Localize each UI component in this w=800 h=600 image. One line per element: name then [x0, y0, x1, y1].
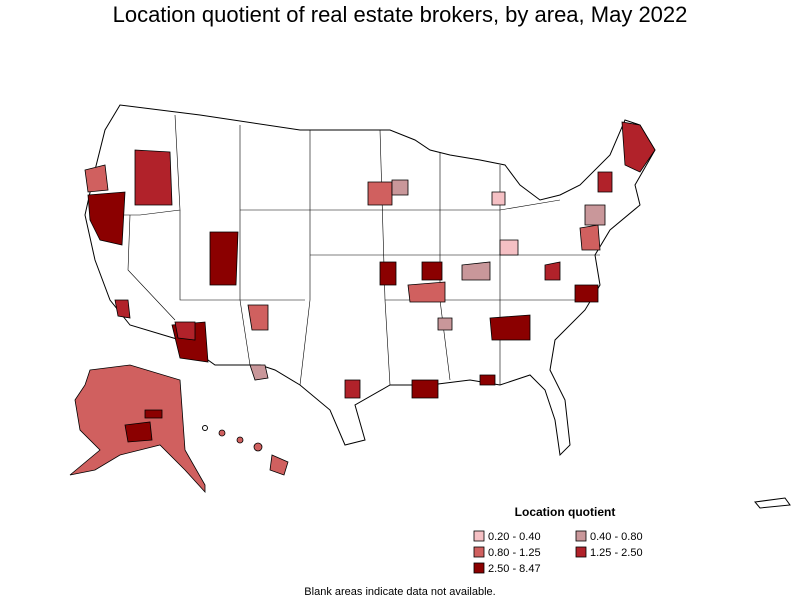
area: [579, 224, 601, 251]
border: [299, 130, 311, 386]
us-outline: [84, 104, 656, 457]
hawaii: [236, 436, 244, 444]
legend-swatch: [575, 530, 587, 542]
area: [621, 121, 656, 173]
area: [174, 321, 196, 341]
area: [84, 164, 109, 193]
hawaii: [202, 425, 208, 431]
footnote: Blank areas indicate data not available.: [304, 586, 495, 598]
border: [239, 125, 251, 366]
area: [247, 304, 269, 331]
legend-label: 0.80 - 1.25: [488, 547, 541, 559]
area: [479, 374, 496, 386]
area: [249, 364, 269, 381]
hawaii: [253, 442, 263, 452]
border: [127, 214, 176, 321]
area: [144, 409, 163, 419]
map-title: Location quotient of real estate brokers…: [113, 2, 688, 27]
area: [597, 171, 613, 193]
area: [87, 191, 126, 246]
legend-swatch: [473, 562, 485, 574]
area: [134, 149, 173, 206]
legend: Location quotient 0.20 - 0.40 0.40 - 0.80…: [473, 505, 643, 575]
area: [584, 204, 606, 226]
area: [124, 421, 153, 443]
legend-label: 0.20 - 0.40: [488, 531, 541, 543]
area: [391, 179, 409, 196]
legend-swatch: [473, 546, 485, 558]
area: [499, 239, 519, 256]
area: [437, 317, 453, 331]
legend-title: Location quotient: [515, 505, 616, 519]
area: [489, 314, 531, 341]
hawaii: [269, 454, 289, 476]
area: [344, 379, 361, 399]
area: [421, 261, 443, 281]
area: [209, 231, 239, 286]
border: [179, 210, 305, 301]
area: [367, 181, 393, 206]
area: [114, 299, 131, 319]
border: [240, 199, 561, 211]
area: [461, 261, 491, 281]
legend-swatch: [473, 530, 485, 542]
legend-swatch: [575, 546, 587, 558]
area: [411, 379, 439, 399]
area: [544, 261, 561, 281]
puerto-rico: [754, 497, 791, 509]
legend-label: 2.50 - 8.47: [488, 563, 541, 575]
area: [407, 281, 446, 303]
legend-label: 0.40 - 0.80: [590, 531, 643, 543]
area: [491, 191, 506, 206]
hawaii: [218, 429, 226, 437]
area: [574, 284, 599, 303]
legend-label: 1.25 - 2.50: [590, 547, 643, 559]
area: [379, 261, 397, 286]
